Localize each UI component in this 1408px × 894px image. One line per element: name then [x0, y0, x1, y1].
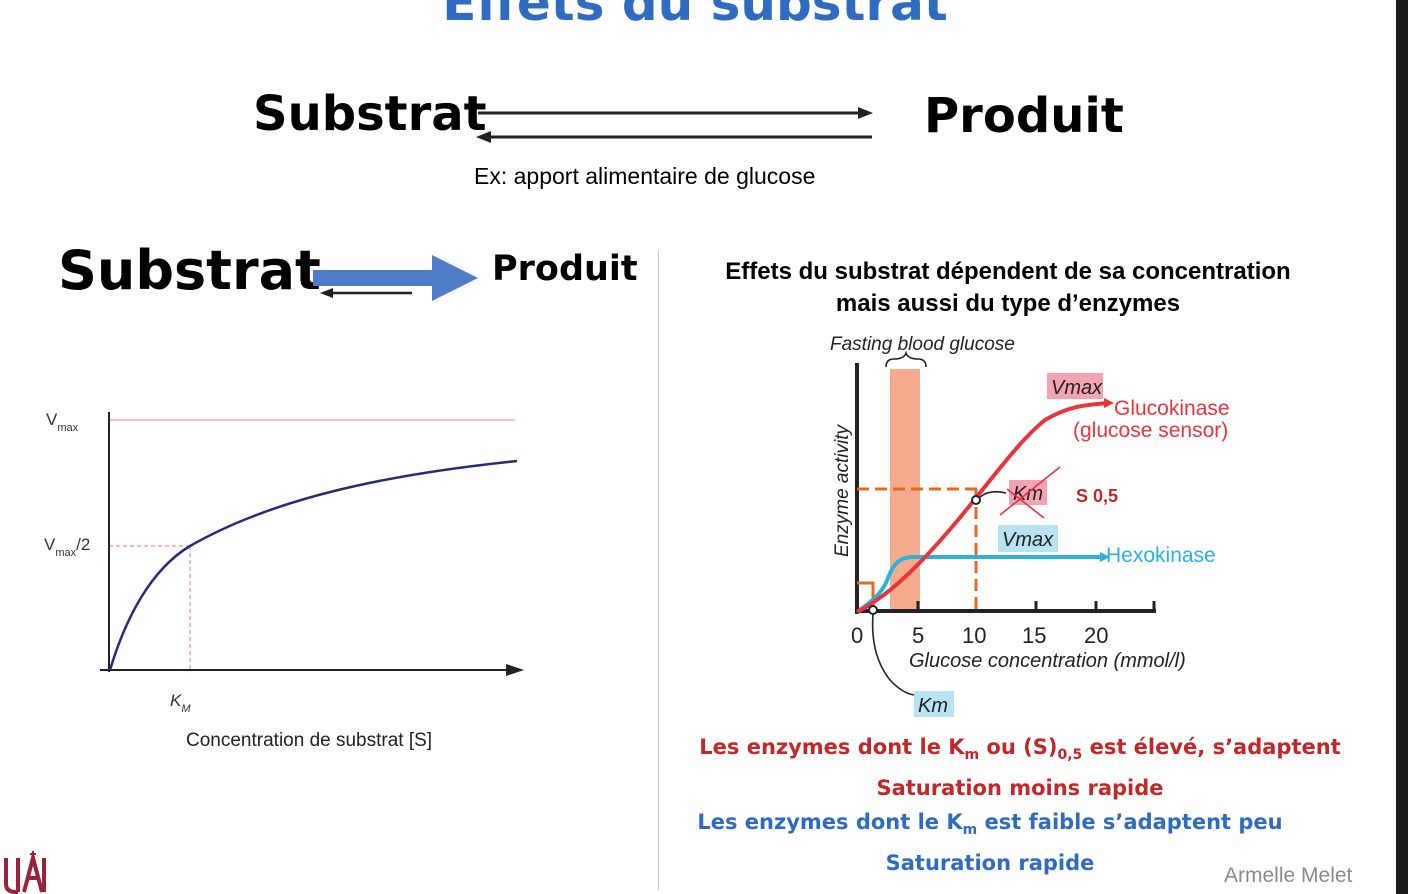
- red-note-line-2: Saturation moins rapide: [876, 776, 1164, 801]
- svg-text:Vmax/2: Vmax/2: [44, 535, 90, 559]
- glucokinase-name-1: Glucokinase: [1114, 397, 1230, 420]
- right-panel-title: Effets du substrat dépendent de sa conce…: [680, 256, 1336, 320]
- equilibrium-arrows: [476, 107, 873, 143]
- tick-10: 10: [962, 623, 986, 648]
- tick-20: 20: [1084, 623, 1108, 648]
- vmax-label: V: [46, 410, 58, 429]
- gk-km-point: [971, 495, 981, 505]
- km-label: K: [170, 691, 182, 710]
- window-edge: [1396, 0, 1408, 894]
- gk-vmax-label: Vmax: [1051, 377, 1103, 399]
- shifted-reaction-arrows: [313, 255, 478, 301]
- hk-vmax-label: Vmax: [1002, 529, 1054, 551]
- svg-text:Vmax: Vmax: [46, 410, 79, 434]
- column-divider: [658, 250, 659, 890]
- glucose-enzyme-chart: Fasting blood glucose 0 5 10 15 20 Gluco…: [830, 334, 1230, 717]
- tick-5: 5: [912, 623, 924, 648]
- x-axis-label: Concentration de substrat [S]: [186, 730, 432, 751]
- s05-annotation: S 0,5: [1076, 486, 1118, 506]
- gk-vmax-box: [1047, 373, 1103, 399]
- km-strike-2: [1006, 488, 1045, 519]
- enzyme-activity-label: Enzyme activity: [832, 424, 853, 557]
- hexokinase-name: Hexokinase: [1106, 544, 1216, 567]
- hk-km-point: [868, 605, 878, 615]
- svg-text:KM: KM: [170, 691, 191, 715]
- fasting-label: Fasting blood glucose: [830, 334, 1015, 355]
- km-strike-1: [999, 466, 1061, 516]
- red-note: Les enzymes dont le Km ou (S)0,5 est éle…: [680, 731, 1360, 805]
- blue-note-line-1: Les enzymes dont le Km est faible s’adap…: [697, 810, 1283, 839]
- tick-15: 15: [1022, 623, 1046, 648]
- red-note-line-1: Les enzymes dont le Km ou (S)0,5 est éle…: [699, 735, 1341, 764]
- hk-vmax-box: [998, 525, 1058, 552]
- fasting-brace: [885, 350, 927, 368]
- university-logo-icon: [4, 850, 46, 894]
- michaelis-menten-chart: Vmax Vmax/2 KM Concentration de substrat…: [44, 410, 524, 751]
- left-product-label: Produit: [492, 249, 638, 289]
- right-title-line-1: Effets du substrat dépendent de sa conce…: [725, 258, 1291, 285]
- blue-note-line-2: Saturation rapide: [885, 851, 1095, 876]
- glucokinase-name-2: (glucose sensor): [1073, 419, 1228, 442]
- half-vmax-label: V: [44, 535, 56, 554]
- hk-km-label: Km: [918, 695, 948, 717]
- blue-note: Les enzymes dont le Km est faible s’adap…: [650, 806, 1330, 880]
- glucose-x-label: Glucose concentration (mmol/l): [909, 650, 1186, 672]
- tick-0: 0: [851, 623, 863, 648]
- author-credit: Armelle Melet: [1224, 864, 1353, 887]
- top-substrate-label: Substrat: [253, 86, 487, 142]
- right-title-line-2: mais aussi du type d’enzymes: [835, 290, 1181, 317]
- left-substrate-label: Substrat: [58, 239, 321, 302]
- example-caption: Ex: apport alimentaire de glucose: [474, 163, 816, 189]
- page-title: Effets du substrat: [442, 0, 948, 32]
- glucokinase-curve: [856, 401, 1109, 614]
- saturation-curve: [108, 459, 518, 671]
- hk-km-box: [914, 691, 954, 717]
- top-product-label: Produit: [924, 88, 1124, 144]
